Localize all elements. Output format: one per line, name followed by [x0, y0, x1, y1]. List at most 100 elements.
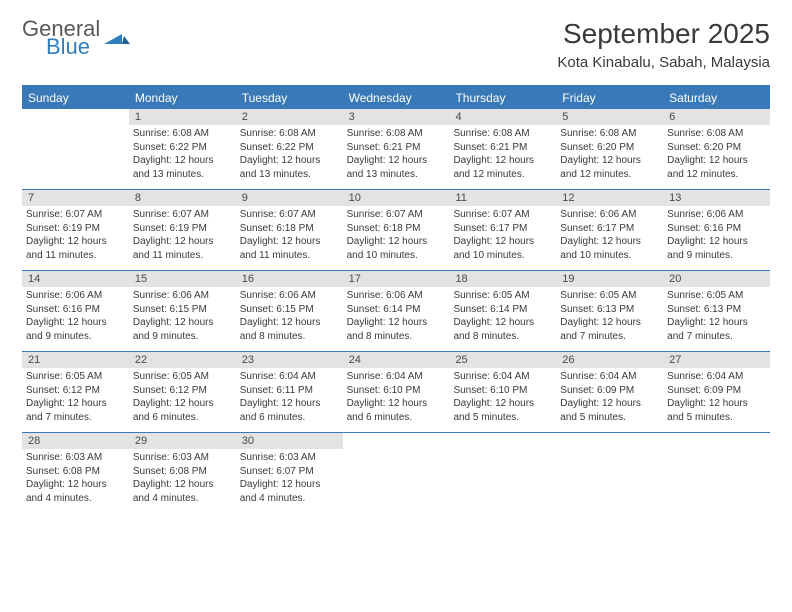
daylight-line: Daylight: 12 hours and 13 minutes.	[240, 154, 339, 181]
day-number: 4	[449, 109, 556, 125]
sunset-line: Sunset: 6:14 PM	[347, 303, 446, 317]
sunset-line: Sunset: 6:15 PM	[240, 303, 339, 317]
daylight-line: Daylight: 12 hours and 7 minutes.	[667, 316, 766, 343]
day-number: 14	[22, 271, 129, 287]
week-row: 7Sunrise: 6:07 AMSunset: 6:19 PMDaylight…	[22, 190, 770, 271]
day-cell: 13Sunrise: 6:06 AMSunset: 6:16 PMDayligh…	[663, 190, 770, 270]
sunset-line: Sunset: 6:16 PM	[26, 303, 125, 317]
sunrise-line: Sunrise: 6:05 AM	[133, 370, 232, 384]
sunrise-line: Sunrise: 6:07 AM	[347, 208, 446, 222]
day-cell: 2Sunrise: 6:08 AMSunset: 6:22 PMDaylight…	[236, 109, 343, 189]
sunrise-line: Sunrise: 6:06 AM	[240, 289, 339, 303]
daylight-line: Daylight: 12 hours and 10 minutes.	[347, 235, 446, 262]
daylight-line: Daylight: 12 hours and 12 minutes.	[667, 154, 766, 181]
day-body: Sunrise: 6:05 AMSunset: 6:13 PMDaylight:…	[556, 287, 663, 349]
daylight-line: Daylight: 12 hours and 4 minutes.	[133, 478, 232, 505]
daylight-line: Daylight: 12 hours and 5 minutes.	[453, 397, 552, 424]
day-body: Sunrise: 6:07 AMSunset: 6:17 PMDaylight:…	[449, 206, 556, 268]
title-block: September 2025 Kota Kinabalu, Sabah, Mal…	[557, 18, 770, 71]
header: General Blue September 2025 Kota Kinabal…	[22, 18, 770, 71]
sunset-line: Sunset: 6:16 PM	[667, 222, 766, 236]
day-number: 3	[343, 109, 450, 125]
sunrise-line: Sunrise: 6:08 AM	[560, 127, 659, 141]
day-body: Sunrise: 6:07 AMSunset: 6:18 PMDaylight:…	[236, 206, 343, 268]
day-number: 26	[556, 352, 663, 368]
day-body: Sunrise: 6:07 AMSunset: 6:18 PMDaylight:…	[343, 206, 450, 268]
week-row: 28Sunrise: 6:03 AMSunset: 6:08 PMDayligh…	[22, 433, 770, 513]
daylight-line: Daylight: 12 hours and 8 minutes.	[347, 316, 446, 343]
daylight-line: Daylight: 12 hours and 11 minutes.	[240, 235, 339, 262]
day-body: Sunrise: 6:06 AMSunset: 6:15 PMDaylight:…	[236, 287, 343, 349]
sunrise-line: Sunrise: 6:05 AM	[453, 289, 552, 303]
day-number: 30	[236, 433, 343, 449]
sunset-line: Sunset: 6:20 PM	[560, 141, 659, 155]
sunset-line: Sunset: 6:13 PM	[560, 303, 659, 317]
day-number: 20	[663, 271, 770, 287]
sunrise-line: Sunrise: 6:03 AM	[133, 451, 232, 465]
day-cell: 29Sunrise: 6:03 AMSunset: 6:08 PMDayligh…	[129, 433, 236, 513]
daylight-line: Daylight: 12 hours and 7 minutes.	[560, 316, 659, 343]
daylight-line: Daylight: 12 hours and 10 minutes.	[453, 235, 552, 262]
day-cell: 25Sunrise: 6:04 AMSunset: 6:10 PMDayligh…	[449, 352, 556, 432]
day-cell: 14Sunrise: 6:06 AMSunset: 6:16 PMDayligh…	[22, 271, 129, 351]
daylight-line: Daylight: 12 hours and 11 minutes.	[133, 235, 232, 262]
dow-cell: Friday	[556, 87, 663, 109]
sunrise-line: Sunrise: 6:03 AM	[26, 451, 125, 465]
logo-text-blue: Blue	[46, 36, 100, 58]
day-cell: 28Sunrise: 6:03 AMSunset: 6:08 PMDayligh…	[22, 433, 129, 513]
sunset-line: Sunset: 6:10 PM	[347, 384, 446, 398]
day-body: Sunrise: 6:06 AMSunset: 6:16 PMDaylight:…	[22, 287, 129, 349]
sunrise-line: Sunrise: 6:06 AM	[133, 289, 232, 303]
day-body: Sunrise: 6:04 AMSunset: 6:10 PMDaylight:…	[449, 368, 556, 430]
day-body: Sunrise: 6:07 AMSunset: 6:19 PMDaylight:…	[129, 206, 236, 268]
sunset-line: Sunset: 6:14 PM	[453, 303, 552, 317]
sunset-line: Sunset: 6:08 PM	[133, 465, 232, 479]
dow-cell: Sunday	[22, 87, 129, 109]
sunset-line: Sunset: 6:21 PM	[453, 141, 552, 155]
day-cell: 4Sunrise: 6:08 AMSunset: 6:21 PMDaylight…	[449, 109, 556, 189]
sunset-line: Sunset: 6:13 PM	[667, 303, 766, 317]
sunset-line: Sunset: 6:07 PM	[240, 465, 339, 479]
daylight-line: Daylight: 12 hours and 10 minutes.	[560, 235, 659, 262]
day-number: 24	[343, 352, 450, 368]
day-cell: 15Sunrise: 6:06 AMSunset: 6:15 PMDayligh…	[129, 271, 236, 351]
daylight-line: Daylight: 12 hours and 4 minutes.	[240, 478, 339, 505]
day-cell: 10Sunrise: 6:07 AMSunset: 6:18 PMDayligh…	[343, 190, 450, 270]
day-body: Sunrise: 6:03 AMSunset: 6:07 PMDaylight:…	[236, 449, 343, 511]
day-number: 5	[556, 109, 663, 125]
day-cell: 7Sunrise: 6:07 AMSunset: 6:19 PMDaylight…	[22, 190, 129, 270]
day-number: 29	[129, 433, 236, 449]
sunrise-line: Sunrise: 6:06 AM	[26, 289, 125, 303]
day-body: Sunrise: 6:08 AMSunset: 6:20 PMDaylight:…	[663, 125, 770, 187]
day-cell: 18Sunrise: 6:05 AMSunset: 6:14 PMDayligh…	[449, 271, 556, 351]
day-number: 7	[22, 190, 129, 206]
daylight-line: Daylight: 12 hours and 5 minutes.	[667, 397, 766, 424]
day-cell	[343, 433, 450, 513]
day-body: Sunrise: 6:08 AMSunset: 6:22 PMDaylight:…	[129, 125, 236, 187]
location: Kota Kinabalu, Sabah, Malaysia	[557, 54, 770, 71]
day-body: Sunrise: 6:08 AMSunset: 6:21 PMDaylight:…	[449, 125, 556, 187]
sunset-line: Sunset: 6:12 PM	[133, 384, 232, 398]
day-cell	[663, 433, 770, 513]
week-row: 21Sunrise: 6:05 AMSunset: 6:12 PMDayligh…	[22, 352, 770, 433]
day-cell: 9Sunrise: 6:07 AMSunset: 6:18 PMDaylight…	[236, 190, 343, 270]
day-cell: 5Sunrise: 6:08 AMSunset: 6:20 PMDaylight…	[556, 109, 663, 189]
day-body: Sunrise: 6:03 AMSunset: 6:08 PMDaylight:…	[129, 449, 236, 511]
day-number: 12	[556, 190, 663, 206]
sunrise-line: Sunrise: 6:08 AM	[133, 127, 232, 141]
day-body: Sunrise: 6:05 AMSunset: 6:13 PMDaylight:…	[663, 287, 770, 349]
daylight-line: Daylight: 12 hours and 8 minutes.	[240, 316, 339, 343]
daylight-line: Daylight: 12 hours and 9 minutes.	[26, 316, 125, 343]
sunrise-line: Sunrise: 6:05 AM	[26, 370, 125, 384]
day-body: Sunrise: 6:08 AMSunset: 6:20 PMDaylight:…	[556, 125, 663, 187]
daylight-line: Daylight: 12 hours and 9 minutes.	[133, 316, 232, 343]
day-cell	[556, 433, 663, 513]
sunset-line: Sunset: 6:20 PM	[667, 141, 766, 155]
day-number: 21	[22, 352, 129, 368]
week-row: 1Sunrise: 6:08 AMSunset: 6:22 PMDaylight…	[22, 109, 770, 190]
day-number: 13	[663, 190, 770, 206]
sunset-line: Sunset: 6:10 PM	[453, 384, 552, 398]
day-body: Sunrise: 6:04 AMSunset: 6:11 PMDaylight:…	[236, 368, 343, 430]
sunset-line: Sunset: 6:09 PM	[560, 384, 659, 398]
dow-cell: Tuesday	[236, 87, 343, 109]
